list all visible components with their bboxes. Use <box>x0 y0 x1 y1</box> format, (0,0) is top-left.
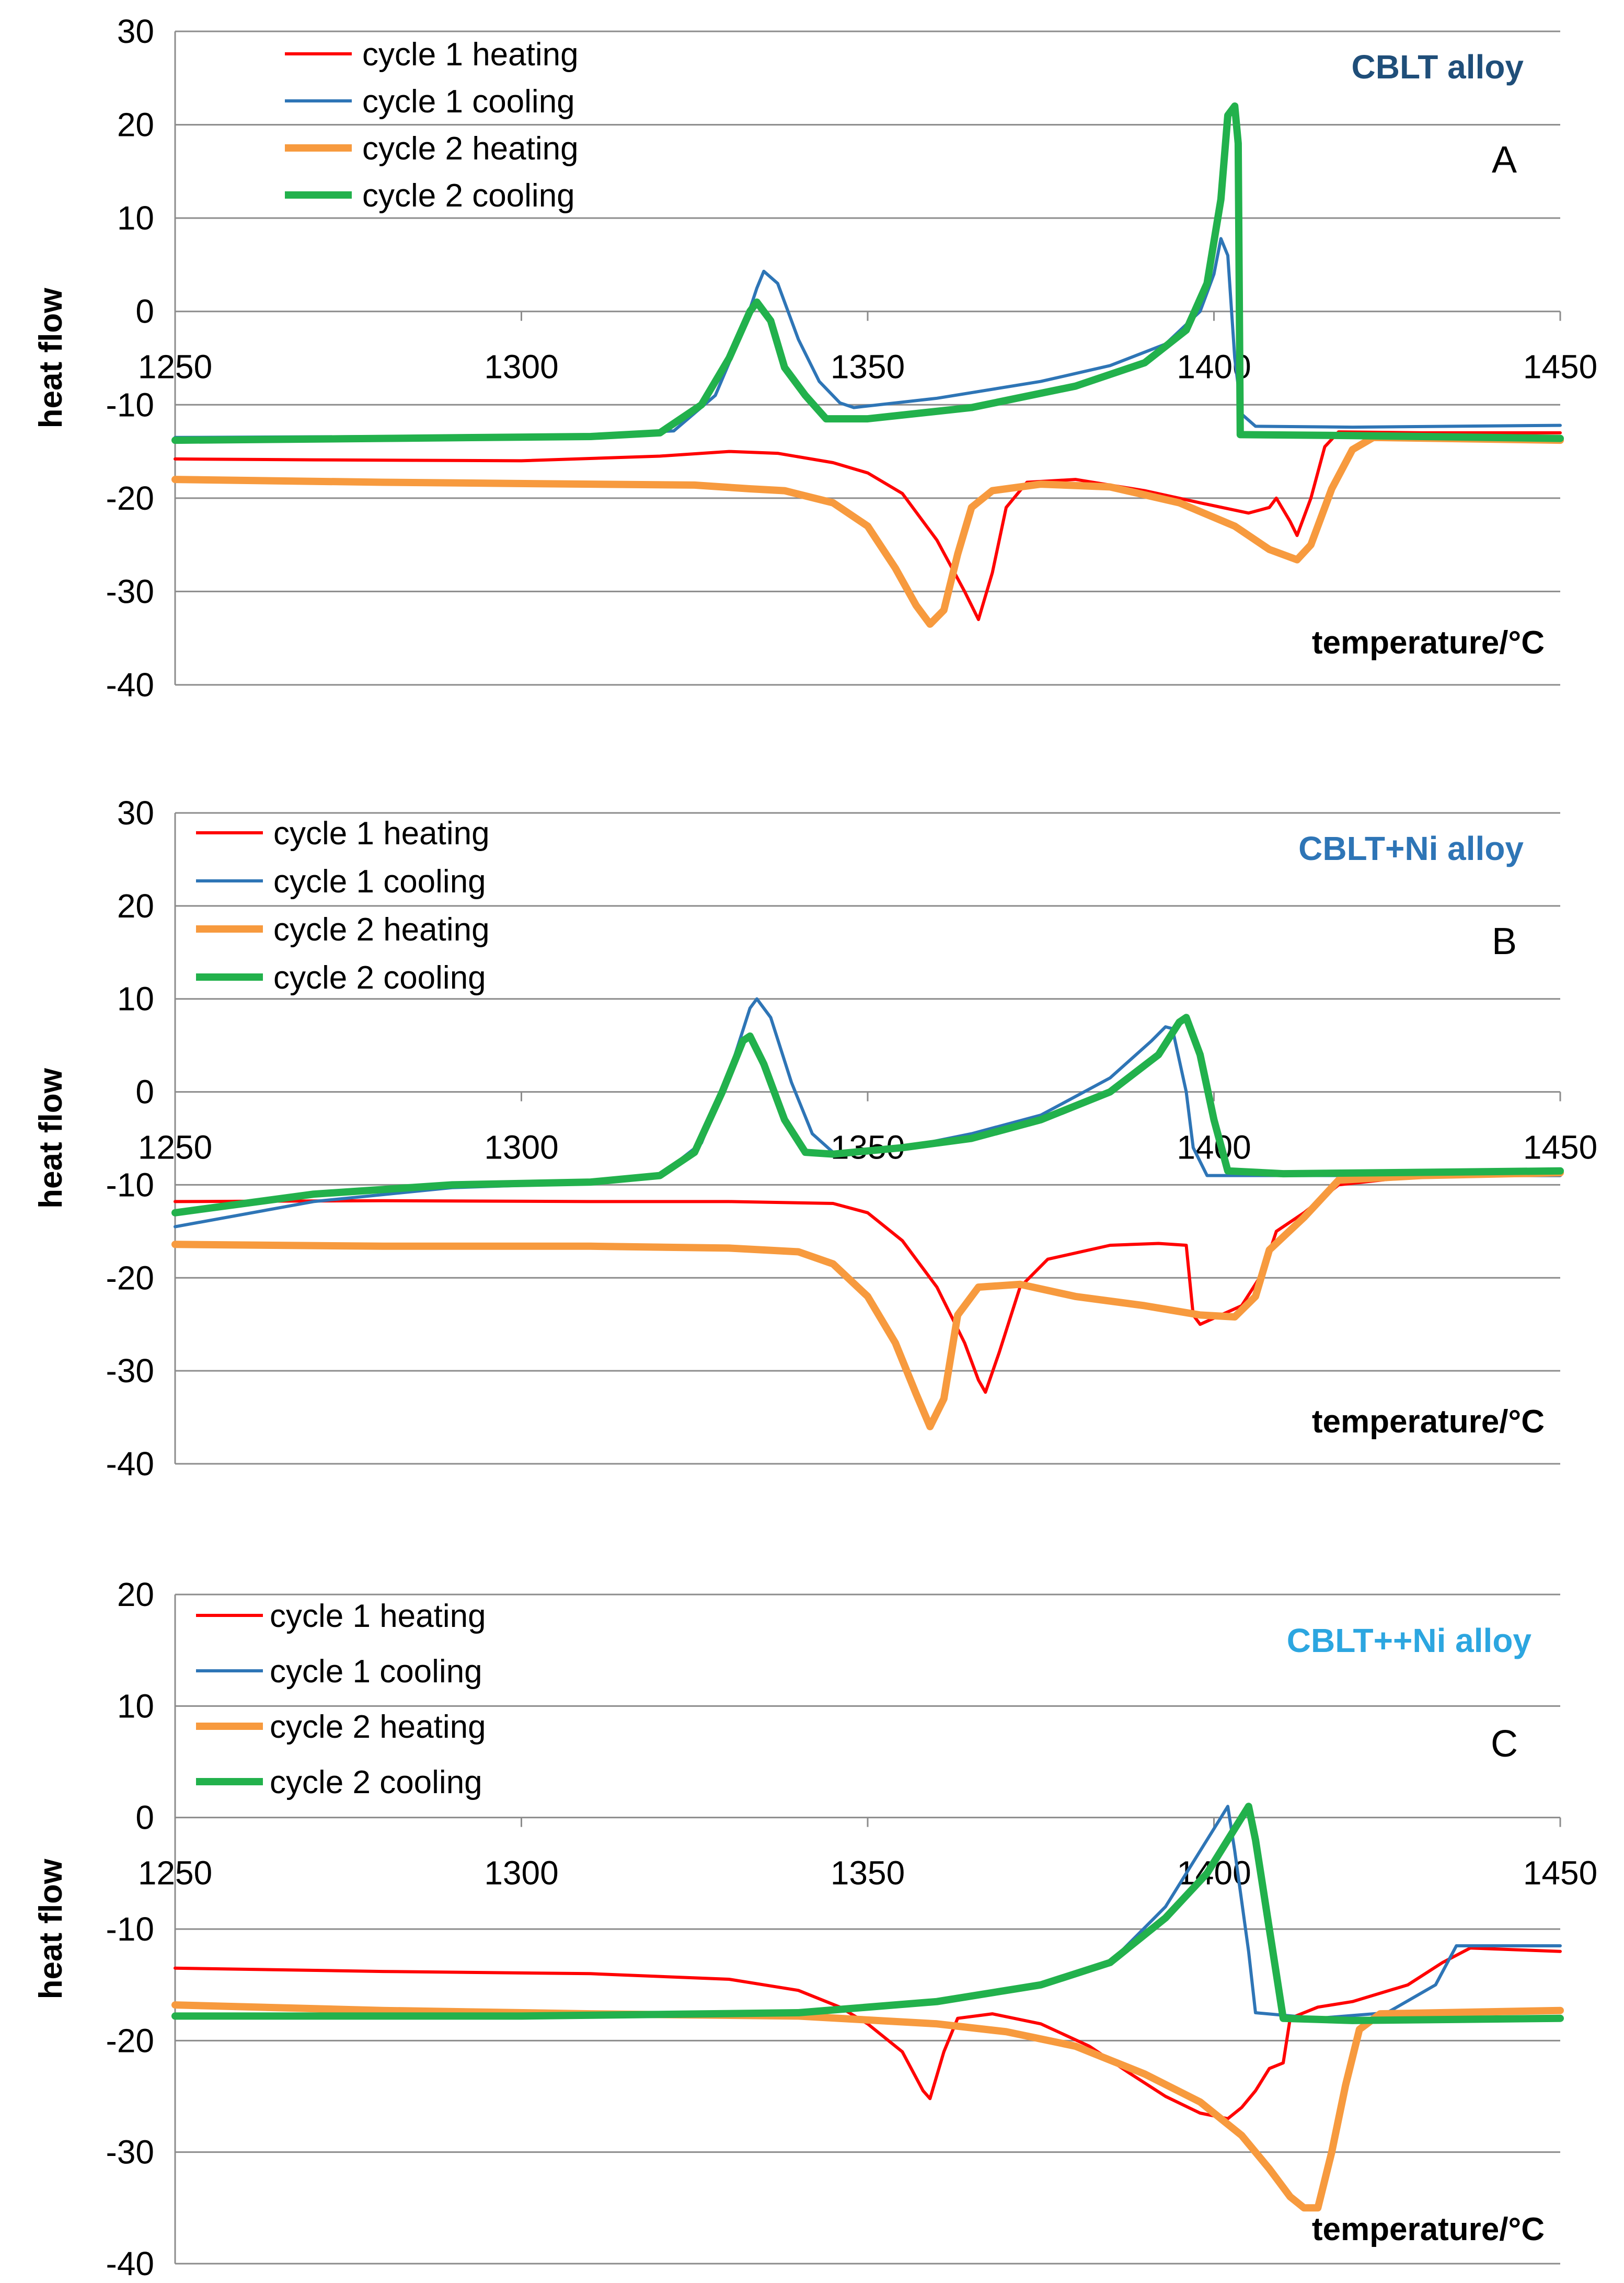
panel-letter: B <box>1492 921 1517 962</box>
y-tick-label: 10 <box>117 980 154 1018</box>
y-tick-label: -20 <box>106 2022 155 2059</box>
y-tick-label: 20 <box>117 887 154 925</box>
x-axis-label: temperature/°C <box>1312 625 1545 661</box>
series-line-cycle-2-cooling <box>171 102 1564 444</box>
x-tick-label: 1450 <box>1523 348 1597 386</box>
y-tick-label: -30 <box>106 572 155 610</box>
y-tick-label: -40 <box>106 2245 155 2282</box>
legend-label: cycle 2 cooling <box>270 1764 482 1800</box>
panel-title: CBLT alloy <box>1352 48 1524 86</box>
legend-label: cycle 2 heating <box>270 1709 486 1745</box>
legend-label: cycle 1 cooling <box>273 864 486 900</box>
x-tick-label: 1350 <box>831 348 905 386</box>
x-tick-label: 1250 <box>138 348 212 386</box>
y-tick-label: 30 <box>117 794 154 832</box>
legend-label: cycle 1 cooling <box>362 84 575 120</box>
y-tick-label: -40 <box>106 666 155 704</box>
legend-label: cycle 1 heating <box>273 816 490 852</box>
series-line-cycle-1-cooling <box>174 237 1562 439</box>
legend-label: cycle 2 heating <box>273 912 490 948</box>
legend-label: cycle 2 cooling <box>362 178 575 214</box>
series-line-cycle-1-cooling <box>174 1805 1562 2020</box>
y-tick-label: 20 <box>117 106 154 144</box>
legend-label: cycle 1 heating <box>270 1598 486 1634</box>
series-line-cycle-2-heating <box>171 1169 1564 1430</box>
series-line-cycle-1-heating <box>174 1174 1562 1394</box>
x-tick-label: 1400 <box>1177 1129 1251 1166</box>
x-tick-label: 1300 <box>484 1129 558 1166</box>
y-tick-label: 10 <box>117 1687 154 1725</box>
panel-letter: C <box>1491 1723 1518 1765</box>
y-tick-label: -10 <box>106 1910 155 1948</box>
series-line-cycle-2-heating <box>171 2001 1564 2212</box>
x-axis-label: temperature/°C <box>1312 2211 1545 2247</box>
y-tick-label: -10 <box>106 1166 155 1203</box>
panel-title: CBLT+Ni alloy <box>1298 830 1524 867</box>
y-tick-label: -40 <box>106 1445 155 1483</box>
panel-letter: A <box>1492 139 1517 181</box>
legend-label: cycle 2 heating <box>362 131 579 167</box>
x-tick-label: 1300 <box>484 348 558 386</box>
y-tick-label: -20 <box>106 1259 155 1297</box>
legend-label: cycle 1 cooling <box>270 1654 482 1690</box>
x-tick-label: 1450 <box>1523 1129 1597 1166</box>
x-tick-label: 1250 <box>138 1129 212 1166</box>
y-axis-label: heat flow <box>33 1068 69 1208</box>
series-line-cycle-2-heating <box>171 433 1564 628</box>
series-line-cycle-2-cooling <box>171 1014 1564 1217</box>
y-tick-label: 10 <box>117 199 154 237</box>
panel-title: CBLT++Ni alloy <box>1287 1622 1532 1659</box>
y-tick-label: 0 <box>135 1799 154 1837</box>
y-tick-label: 0 <box>135 1073 154 1111</box>
x-tick-label: 1450 <box>1523 1854 1597 1892</box>
series-line-cycle-1-heating <box>174 430 1562 621</box>
y-tick-label: -10 <box>106 386 155 423</box>
y-tick-label: -30 <box>106 2133 155 2171</box>
legend-label: cycle 2 cooling <box>273 960 486 996</box>
x-tick-label: 1250 <box>138 1854 212 1892</box>
y-tick-label: 20 <box>117 1576 154 1613</box>
y-tick-label: 30 <box>117 13 154 50</box>
series-line-cycle-1-heating <box>174 1946 1562 2120</box>
y-tick-label: -20 <box>106 479 155 517</box>
y-tick-label: 0 <box>135 293 154 330</box>
y-axis-label: heat flow <box>33 1858 69 1999</box>
x-tick-label: 1350 <box>831 1854 905 1892</box>
x-tick-label: 1300 <box>484 1854 558 1892</box>
x-axis-label: temperature/°C <box>1312 1404 1545 1440</box>
y-tick-label: -30 <box>106 1352 155 1390</box>
legend-label: cycle 1 heating <box>362 37 579 73</box>
y-axis-label: heat flow <box>33 288 69 428</box>
series-line-cycle-2-cooling <box>171 1803 1564 2024</box>
